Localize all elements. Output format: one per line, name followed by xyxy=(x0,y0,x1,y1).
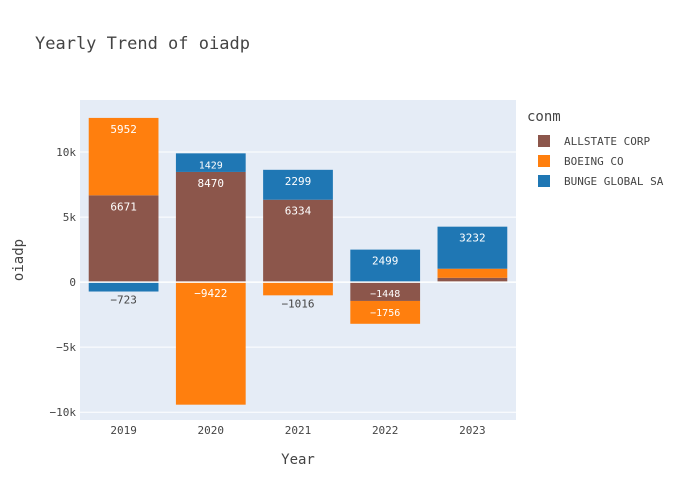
bar-data-label: −1448 xyxy=(370,289,400,300)
bar-bunge-global-sa-2019 xyxy=(88,282,159,292)
bar-allstate-corp-2022 xyxy=(350,282,421,301)
bar-data-label: 3232 xyxy=(459,232,486,245)
y-tick-label: 0 xyxy=(69,276,76,289)
bar-data-label: 8470 xyxy=(198,177,225,190)
bar-data-label: −723 xyxy=(110,294,137,307)
bar-data-label: 6334 xyxy=(285,205,312,218)
legend-item-bunge-global-sa[interactable]: BUNGE GLOBAL SA xyxy=(527,171,663,191)
bar-data-label: −1016 xyxy=(281,297,314,310)
bar-data-label: −9422 xyxy=(194,287,227,300)
bar-boeing-co-2022 xyxy=(350,300,421,324)
bar-data-label: 6671 xyxy=(110,200,137,213)
bar-boeing-co-2021 xyxy=(263,282,333,296)
x-tick-label: 2020 xyxy=(198,424,225,437)
x-tick-label: 2022 xyxy=(372,424,399,437)
bar-data-label: 5952 xyxy=(110,123,137,136)
bar-bunge-global-sa-2021 xyxy=(263,169,333,200)
bar-data-label: 1429 xyxy=(199,160,223,171)
bar-bunge-global-sa-2022 xyxy=(350,249,421,283)
bar-data-label: 2299 xyxy=(285,175,312,188)
bar-allstate-corp-2023 xyxy=(437,277,508,283)
x-tick-label: 2023 xyxy=(459,424,486,437)
legend: conm ALLSTATE CORP BOEING CO BUNGE GLOBAL … xyxy=(527,109,663,191)
y-tick-label: 10k xyxy=(56,146,76,159)
chart-title: Yearly Trend of oiadp xyxy=(35,34,250,54)
legend-label: BOEING CO xyxy=(564,154,624,168)
bar-bunge-global-sa-2020 xyxy=(175,153,246,172)
x-tick-label: 2021 xyxy=(285,424,312,437)
legend-items: ALLSTATE CORP BOEING CO BUNGE GLOBAL SA xyxy=(527,131,663,191)
bar-data-label: −1756 xyxy=(370,308,400,319)
legend-item-allstate-corp[interactable]: ALLSTATE CORP xyxy=(527,131,663,151)
bar-data-label: 2499 xyxy=(372,255,399,268)
bar-boeing-co-2023 xyxy=(437,268,508,278)
y-tick-label: −5k xyxy=(56,341,76,354)
legend-title: conm xyxy=(527,109,561,125)
y-axis-title: oiadp xyxy=(11,239,27,281)
bar-allstate-corp-2020 xyxy=(175,171,246,283)
legend-item-boeing-co[interactable]: BOEING CO xyxy=(527,151,663,171)
y-tick-label: −10k xyxy=(50,406,77,419)
legend-label: ALLSTATE CORP xyxy=(564,134,651,148)
legend-label: BUNGE GLOBAL SA xyxy=(564,174,664,188)
x-axis-title: Year xyxy=(281,452,315,468)
x-tick-label: 2019 xyxy=(110,424,137,437)
y-tick-label: 5k xyxy=(63,211,77,224)
bar-boeing-co-2020 xyxy=(175,282,246,405)
legend-swatch xyxy=(538,155,550,167)
bar-bunge-global-sa-2023 xyxy=(437,226,508,269)
legend-swatch xyxy=(538,175,550,187)
bar-allstate-corp-2021 xyxy=(263,199,333,283)
bar-allstate-corp-2019 xyxy=(88,195,159,283)
bar-boeing-co-2019 xyxy=(88,117,159,196)
legend-swatch xyxy=(538,135,550,147)
